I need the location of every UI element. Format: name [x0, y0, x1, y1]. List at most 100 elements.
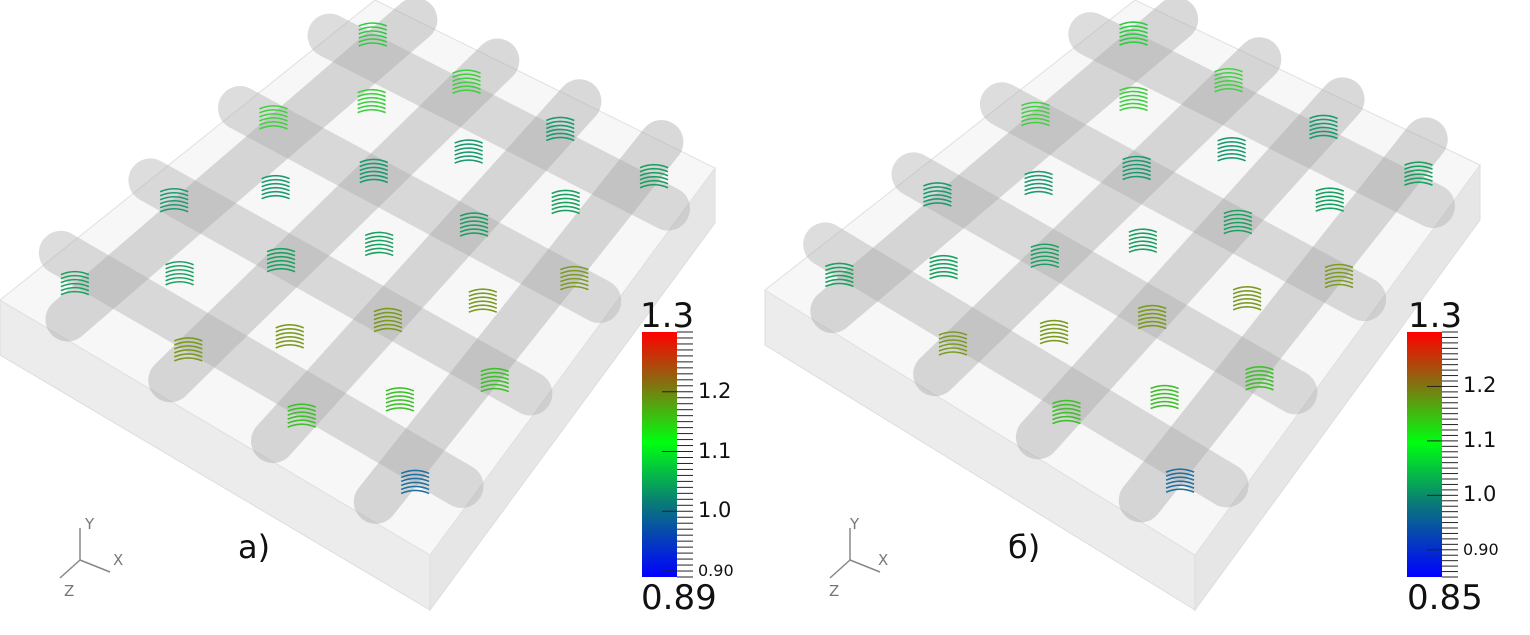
streamline: [1217, 141, 1246, 146]
streamline-bundle: [1223, 209, 1253, 235]
streamline: [60, 270, 90, 276]
colorbar-a: [642, 332, 677, 577]
colorbar-b-max-label: 1.3: [1408, 296, 1463, 336]
streamline: [1315, 207, 1345, 212]
streamline: [1309, 126, 1338, 132]
streamline: [60, 290, 90, 296]
fiber-tube: [803, 222, 1249, 508]
streamline-bundle: [1165, 468, 1195, 493]
streamline: [454, 155, 483, 160]
streamline: [1122, 175, 1151, 181]
streamline: [1021, 121, 1050, 127]
streamline: [1404, 181, 1433, 186]
streamline: [1214, 67, 1243, 73]
streamline: [400, 469, 430, 475]
streamline-bundle: [385, 387, 415, 412]
streamline: [1052, 419, 1081, 425]
streamline: [357, 96, 386, 102]
streamline: [275, 332, 305, 337]
streamline: [1245, 374, 1274, 379]
streamline: [639, 171, 669, 177]
streamline: [287, 403, 317, 408]
streamline: [1137, 312, 1167, 318]
streamline-bundle: [373, 307, 403, 333]
streamline: [159, 199, 189, 205]
streamline: [1052, 411, 1081, 417]
streamline: [454, 147, 483, 152]
streamline-bundle: [287, 403, 317, 428]
streamline: [1165, 484, 1195, 489]
streamline: [452, 85, 481, 90]
streamline: [1324, 275, 1354, 281]
streamline-bundle: [1030, 243, 1060, 268]
streamline: [929, 274, 958, 280]
streamline: [929, 266, 958, 272]
streamline: [385, 407, 415, 412]
streamline: [639, 179, 669, 185]
streamline: [159, 203, 189, 209]
streamline: [551, 197, 580, 203]
streamline-bundle: [165, 260, 194, 286]
streamline: [173, 337, 203, 342]
streamline: [545, 124, 575, 130]
streamline: [545, 116, 575, 122]
streamline-bundle: [358, 22, 388, 47]
streamline: [1052, 407, 1081, 413]
colorbar-tick-label: 1.2: [1463, 373, 1497, 398]
fiber-tube: [38, 230, 484, 508]
streamline-bundle: [929, 254, 958, 280]
streamline: [1150, 392, 1179, 398]
streamline: [1030, 247, 1060, 252]
streamline: [159, 191, 189, 197]
streamline: [400, 481, 430, 487]
streamline: [358, 26, 388, 31]
axis-b-z-label: Z: [829, 582, 840, 600]
streamline: [1119, 86, 1148, 92]
streamline: [468, 288, 498, 293]
streamline-bundle: [1137, 304, 1167, 330]
axis-b-x-label: X: [878, 551, 889, 569]
streamline: [1021, 109, 1050, 115]
streamline-bundle: [1324, 263, 1354, 289]
colorbar-tick-label: 0.90: [1463, 539, 1499, 559]
streamline: [1119, 21, 1148, 26]
streamline: [545, 132, 575, 138]
streamline: [1024, 174, 1053, 180]
streamline: [165, 280, 194, 286]
streamline: [259, 113, 288, 118]
streamline: [1137, 320, 1167, 326]
streamline: [459, 212, 489, 217]
streamline: [357, 100, 386, 106]
streamline: [1315, 191, 1345, 196]
streamline: [165, 268, 194, 274]
streamline: [1165, 480, 1195, 485]
streamline-bundle: [60, 270, 90, 296]
streamline: [1245, 366, 1274, 371]
streamline-bundle: [400, 469, 430, 495]
streamline-bundle: [1119, 86, 1148, 112]
streamline: [938, 335, 968, 340]
streamline: [1324, 263, 1354, 269]
streamline: [287, 415, 317, 420]
streamline-bundle: [1021, 101, 1050, 127]
streamline: [358, 30, 388, 35]
streamline-bundle: [825, 262, 854, 288]
streamline: [364, 251, 394, 257]
streamline: [468, 300, 498, 305]
streamline: [1315, 203, 1345, 208]
streamline: [385, 399, 415, 404]
streamline: [825, 262, 854, 268]
streamline: [357, 92, 386, 98]
colorbar-b-min-label: 0.85: [1407, 578, 1483, 618]
streamline: [385, 403, 415, 408]
streamline-bundle: [1150, 384, 1179, 410]
streamline: [1052, 403, 1081, 409]
streamline: [1315, 195, 1345, 200]
streamline: [560, 285, 589, 291]
streamline: [938, 339, 968, 344]
streamline-bundle: [454, 139, 483, 164]
streamline: [261, 190, 290, 196]
streamline: [1309, 122, 1338, 128]
streamline: [359, 174, 389, 180]
streamline: [165, 264, 194, 270]
